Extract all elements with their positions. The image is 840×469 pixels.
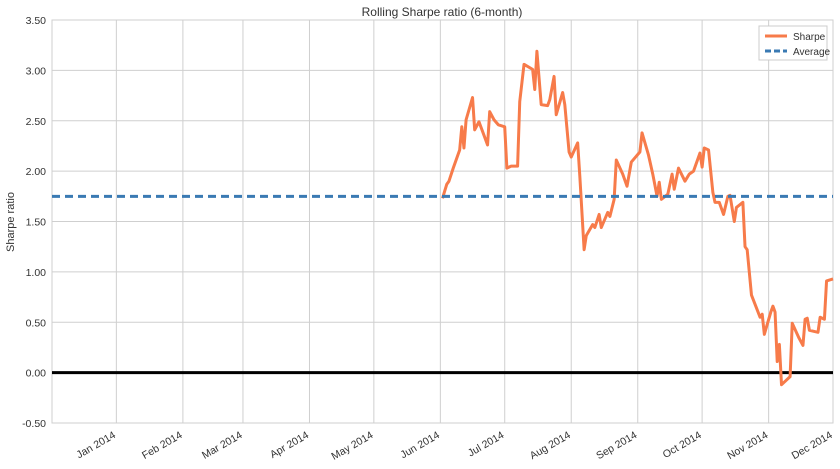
- plot-frame: [51, 19, 834, 424]
- x-tick-label: Nov 2014: [725, 429, 770, 462]
- y-tick-label: 0.50: [26, 317, 47, 329]
- grid: [52, 19, 834, 424]
- x-tick-label: Dec 2014: [790, 429, 835, 462]
- x-tick-label: Mar 2014: [200, 429, 245, 462]
- legend-label: Sharpe: [793, 32, 826, 43]
- x-tick-label: Aug 2014: [528, 429, 573, 462]
- y-tick-label: 3.50: [26, 15, 47, 27]
- y-tick-label: -0.50: [22, 418, 46, 430]
- x-tick-label: May 2014: [329, 429, 375, 463]
- x-tick-label: Oct 2014: [661, 429, 704, 461]
- legend-label: Average: [793, 47, 831, 58]
- x-tick-label: Apr 2014: [268, 429, 311, 461]
- x-tick-label: Feb 2014: [140, 429, 185, 462]
- legend-box: [758, 25, 828, 61]
- sharpe-line: [441, 49, 834, 387]
- y-tick-label: 1.50: [26, 217, 47, 229]
- x-tick-label: Jun 2014: [398, 429, 442, 461]
- y-axis-label: Sharpe ratio: [5, 192, 17, 252]
- y-tick-label: 2.00: [26, 166, 47, 178]
- x-tick-label: Jul 2014: [466, 429, 507, 459]
- chart-title: Rolling Sharpe ratio (6-month): [362, 5, 523, 19]
- x-tick-label: Sep 2014: [594, 429, 639, 462]
- y-tick-label: 1.00: [26, 267, 47, 279]
- y-tick-label: 3.00: [26, 65, 47, 77]
- y-tick-label: 0.00: [26, 368, 47, 380]
- y-tick-label: 2.50: [26, 116, 47, 128]
- x-tick-label: Jan 2014: [74, 429, 118, 461]
